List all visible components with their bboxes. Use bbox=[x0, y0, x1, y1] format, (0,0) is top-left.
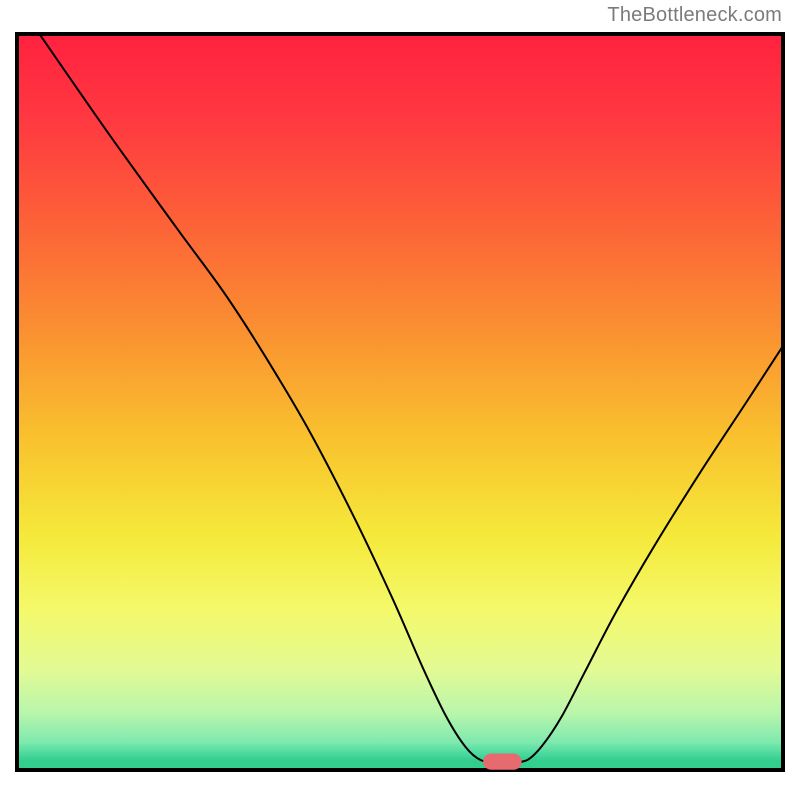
watermark-text: TheBottleneck.com bbox=[607, 4, 782, 27]
plot-area bbox=[15, 32, 785, 772]
optimal-marker bbox=[483, 754, 522, 770]
chart-svg bbox=[15, 32, 785, 772]
chart-frame: TheBottleneck.com bbox=[0, 0, 800, 800]
chart-background bbox=[15, 32, 785, 772]
